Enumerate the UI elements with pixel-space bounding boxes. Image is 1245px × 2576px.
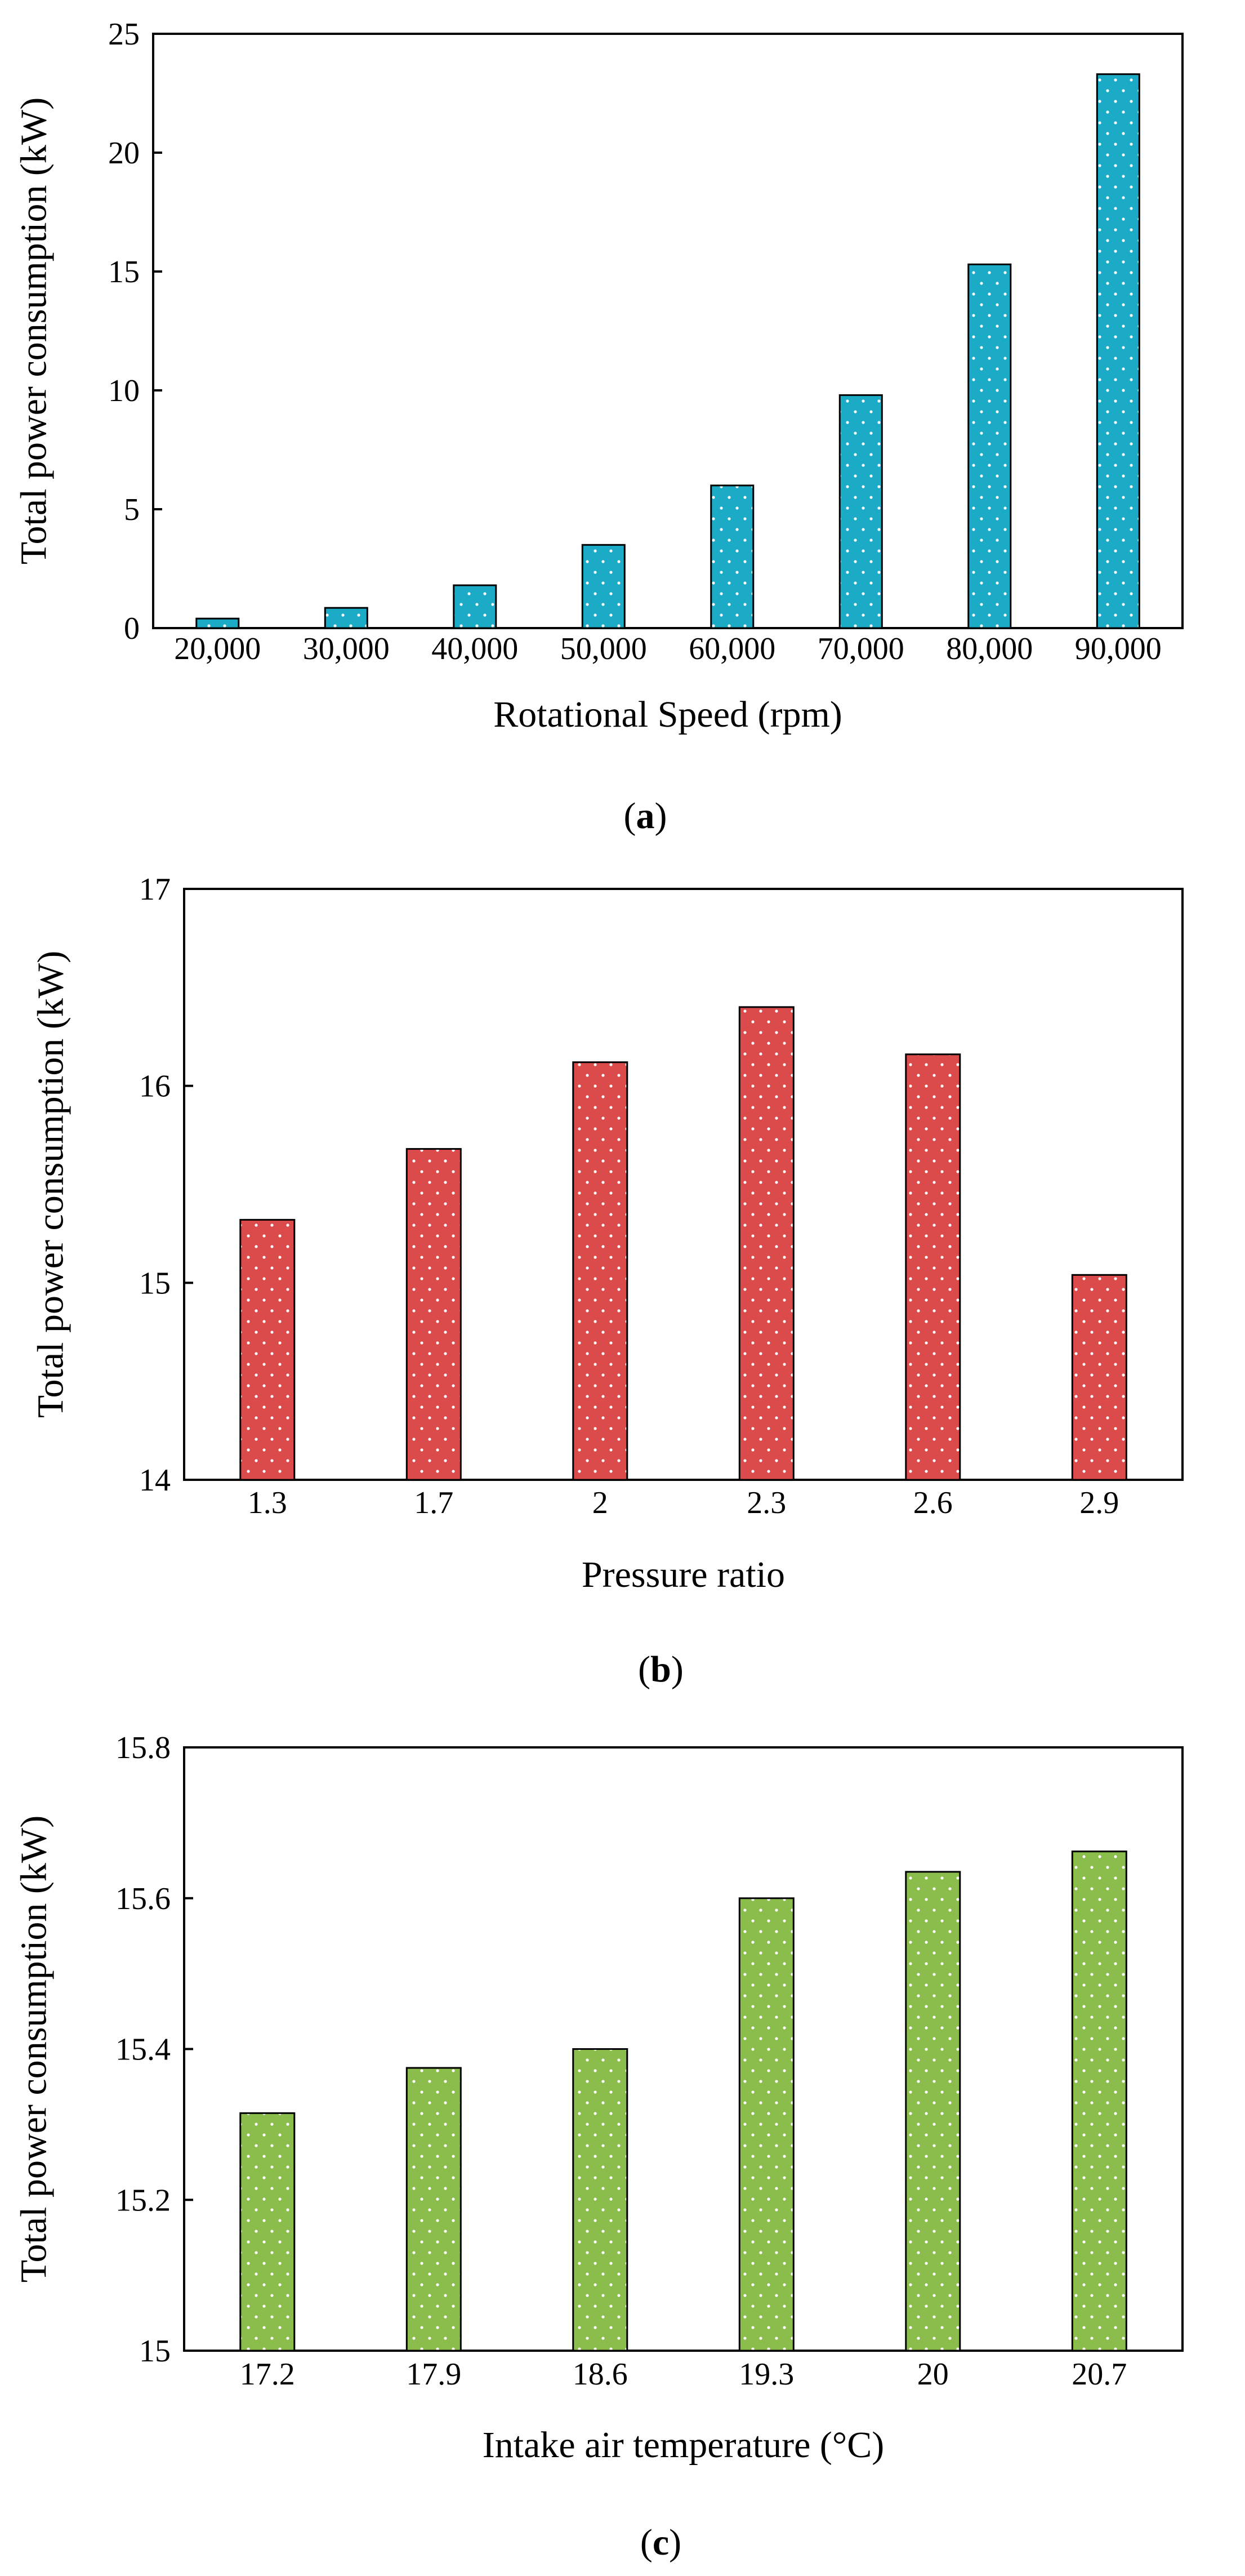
plot-frame [152,33,1184,629]
y-tick-label: 0 [124,611,140,646]
bar-2 [572,1061,628,1481]
x-tick-label: 19.3 [739,2357,794,2392]
bar-30,000 [324,607,368,629]
x-tick-label: 2 [592,1485,608,1520]
bar-2.6 [905,1053,961,1481]
bar-50,000 [581,544,626,629]
panel-caption: (a) [624,795,667,837]
y-tick-label: 5 [124,492,140,527]
bar-70,000 [838,394,883,629]
y-tick-label: 10 [108,373,140,408]
bar-40,000 [453,584,497,629]
x-tick-label: 2.9 [1079,1485,1119,1520]
bar-17.2 [239,2112,296,2352]
y-tick-label: 16 [139,1069,171,1104]
plot-frame [183,1746,1184,2352]
y-tick-label: 25 [108,17,140,52]
x-tick-label: 20 [917,2357,949,2392]
x-tick-label: 1.7 [414,1485,453,1520]
x-tick-label: 60,000 [689,631,775,666]
bar-1.7 [405,1148,462,1481]
x-tick-label: 90,000 [1075,631,1162,666]
bar-1.3 [239,1218,296,1481]
x-tick-label: 40,000 [431,631,518,666]
chart-panel-a: 0 5 10 15 20 25 20,000 30,000 40,000 50,000 60,000… [14,17,1184,837]
bar-80,000 [967,263,1012,629]
bar-19.3 [738,1897,795,2352]
y-axis-title: Total power consumption (kW) [30,951,72,1418]
bar-20 [905,1871,961,2352]
bar-90,000 [1096,73,1140,629]
y-tick-label: 20 [108,136,140,171]
y-tick-label: 15 [139,2334,171,2369]
x-axis-title: Pressure ratio [582,1554,785,1595]
y-tick-label: 15 [108,255,140,290]
y-tick-label: 17 [139,872,171,907]
x-tick-label: 17.9 [406,2357,461,2392]
y-tick-label: 15.2 [115,2183,171,2218]
y-tick-label: 15.6 [115,1881,171,1916]
bar-18.6 [572,2048,628,2352]
chart-panel-c: 15 15.2 15.4 15.6 15.8 17.2 17.9 18.6 19.3 20 20.7… [14,1730,1184,2563]
bar-20.7 [1071,1850,1127,2352]
bar-20,000 [195,617,240,629]
y-tick-label: 15.4 [115,2032,171,2067]
y-axis-title: Total power consumption (kW) [14,1816,55,2283]
plot-frame [183,888,1184,1481]
bar-2.3 [738,1006,795,1481]
x-tick-label: 17.2 [240,2357,295,2392]
panel-caption: (c) [640,2522,681,2563]
chart-panel-b: 14 15 16 17 1.3 1.7 2 2.3 2.6 2.9 Pressure ratio To… [30,872,1184,1690]
panel-caption: (b) [638,1649,684,1690]
bar-2.9 [1071,1274,1127,1481]
y-tick-label: 14 [139,1463,171,1498]
x-tick-label: 1.3 [248,1485,287,1520]
x-tick-label: 20,000 [174,631,261,666]
x-tick-label: 30,000 [303,631,390,666]
x-tick-label: 18.6 [573,2357,628,2392]
x-axis-title: Rotational Speed (rpm) [493,694,842,735]
x-tick-label: 20.7 [1072,2357,1127,2392]
x-tick-label: 50,000 [560,631,647,666]
y-axis-title: Total power consumption (kW) [14,97,55,564]
y-tick-label: 15 [139,1266,171,1301]
x-tick-label: 2.6 [913,1485,953,1520]
bar-17.9 [405,2067,462,2352]
x-tick-label: 2.3 [747,1485,786,1520]
bar-60,000 [710,484,755,629]
x-tick-label: 80,000 [946,631,1033,666]
x-tick-label: 70,000 [818,631,904,666]
x-axis-title: Intake air temperature (°C) [483,2424,885,2466]
y-tick-label: 15.8 [115,1730,171,1765]
